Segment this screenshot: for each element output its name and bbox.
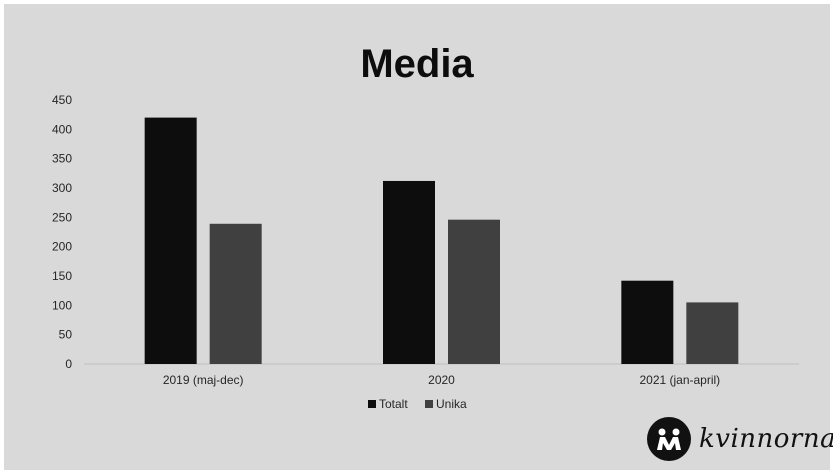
- y-tick-label: 200: [52, 240, 72, 254]
- y-tick-label: 400: [52, 122, 72, 136]
- chart-svg: 0 50 100 150 200 250 300 350 400 450 2019 (maj-de…: [52, 93, 799, 411]
- legend-swatch-unika: [425, 400, 433, 408]
- y-tick-label: 0: [65, 357, 72, 371]
- logo-text: kvinnorna: [699, 424, 833, 454]
- legend-label-unika: Unika: [436, 397, 467, 411]
- bar-totalt-2: [621, 280, 674, 364]
- x-tick-label: 2021 (jan-april): [639, 373, 720, 387]
- legend-label-totalt: Totalt: [379, 397, 408, 411]
- y-tick-label: 250: [52, 210, 72, 224]
- y-tick-label: 350: [52, 152, 72, 166]
- y-tick-label: 50: [59, 328, 73, 342]
- logo: kvinnorna: [647, 416, 833, 462]
- bar-totalt-1: [383, 180, 435, 364]
- kvinnorna-logo-icon: [647, 417, 691, 461]
- x-tick-label: 2020: [428, 373, 455, 387]
- chart-frame: Media 0 50 100 150 200 250 300 350 400 450 2019 (…: [4, 4, 833, 470]
- bar-unika-2: [686, 302, 739, 364]
- y-tick-label: 100: [52, 298, 72, 312]
- y-axis: 0 50 100 150 200 250 300 350 400 450: [52, 93, 72, 371]
- x-axis: 2019 (maj-dec) 2020 2021 (jan-april): [163, 373, 720, 387]
- bars: [144, 117, 739, 364]
- legend: Totalt Unika: [368, 397, 467, 411]
- y-tick-label: 300: [52, 181, 72, 195]
- y-tick-label: 150: [52, 269, 72, 283]
- bar-unika-0: [209, 223, 262, 364]
- legend-swatch-totalt: [368, 400, 376, 408]
- bar-unika-1: [448, 219, 500, 364]
- bar-totalt-0: [144, 117, 197, 364]
- y-tick-label: 450: [52, 93, 72, 107]
- chart-title: Media: [360, 42, 474, 86]
- x-tick-label: 2019 (maj-dec): [163, 373, 244, 387]
